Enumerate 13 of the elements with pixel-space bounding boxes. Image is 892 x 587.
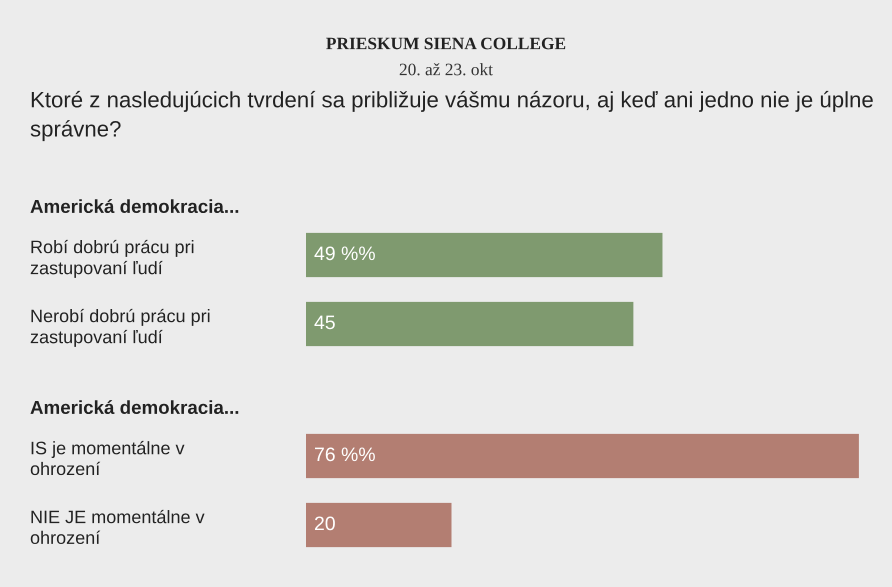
data-label: 76 %% bbox=[315, 447, 375, 462]
chart-subtitle: 20. až 23. okt bbox=[400, 63, 493, 76]
y-tick-label: Nerobí dobrú prácu pri zastupovaní ľudí bbox=[30, 308, 210, 347]
y-tick-label: Robí dobrú prácu pri zastupovaní ľudí bbox=[30, 240, 194, 278]
data-label: 45 bbox=[314, 316, 335, 330]
text: Americká demokracia... bbox=[30, 199, 238, 214]
text: Ktoré z nasledujúcich tvrdení sa približuje vášmu názoru, aj keď ani jedno nie je úplne správne? bbox=[30, 90, 873, 142]
chart-title: PRIESKUM SIENA COLLEGE bbox=[326, 38, 566, 50]
data-label: 20 bbox=[314, 516, 335, 530]
data-label: 49 %% bbox=[314, 246, 375, 260]
y-tick-label: NIE JE momentálne v ohrození bbox=[30, 510, 205, 544]
text: Americká demokracia... bbox=[30, 400, 238, 414]
y-tick-label: IS je momentálne v ohrození bbox=[30, 440, 184, 476]
